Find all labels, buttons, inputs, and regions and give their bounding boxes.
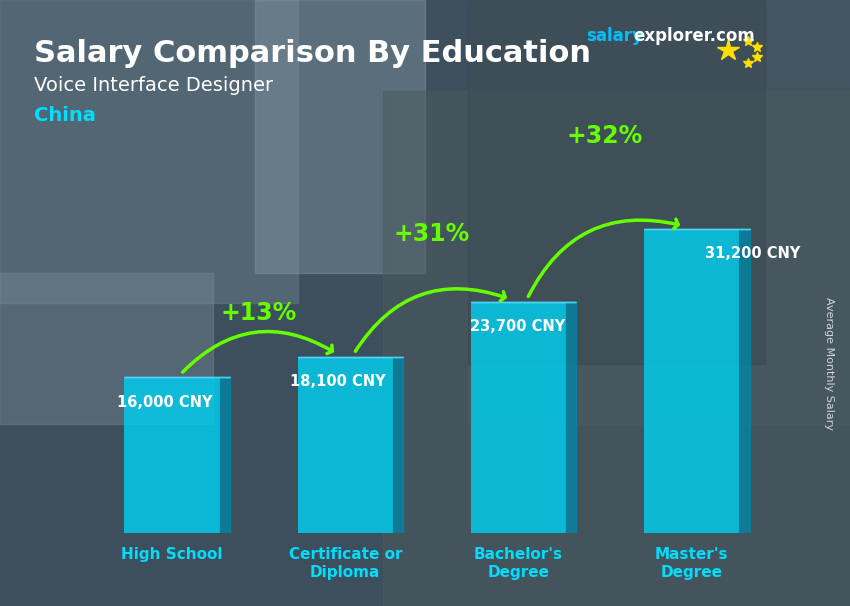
Text: 23,700 CNY: 23,700 CNY <box>470 319 565 335</box>
Text: 18,100 CNY: 18,100 CNY <box>290 374 385 389</box>
Polygon shape <box>740 228 750 533</box>
Text: +13%: +13% <box>220 301 297 325</box>
Bar <box>471 302 566 533</box>
Polygon shape <box>219 377 230 533</box>
Text: 31,200 CNY: 31,200 CNY <box>706 246 801 261</box>
Text: China: China <box>34 106 96 125</box>
Bar <box>255 0 425 273</box>
Polygon shape <box>566 302 576 533</box>
Bar <box>0 0 298 303</box>
Polygon shape <box>393 356 403 533</box>
Bar <box>644 228 740 533</box>
Text: explorer.com: explorer.com <box>633 27 755 45</box>
Bar <box>124 377 219 533</box>
Text: Salary Comparison By Education: Salary Comparison By Education <box>34 39 591 68</box>
Text: Average Monthly Salary: Average Monthly Salary <box>824 297 834 430</box>
Text: +31%: +31% <box>394 222 470 245</box>
Text: +32%: +32% <box>567 124 643 148</box>
Bar <box>382 91 850 606</box>
Text: salary: salary <box>586 27 643 45</box>
Bar <box>298 356 393 533</box>
Bar <box>468 0 765 364</box>
Bar <box>0 273 212 424</box>
Bar <box>468 0 850 424</box>
Text: Voice Interface Designer: Voice Interface Designer <box>34 76 273 95</box>
Text: 16,000 CNY: 16,000 CNY <box>116 395 212 410</box>
